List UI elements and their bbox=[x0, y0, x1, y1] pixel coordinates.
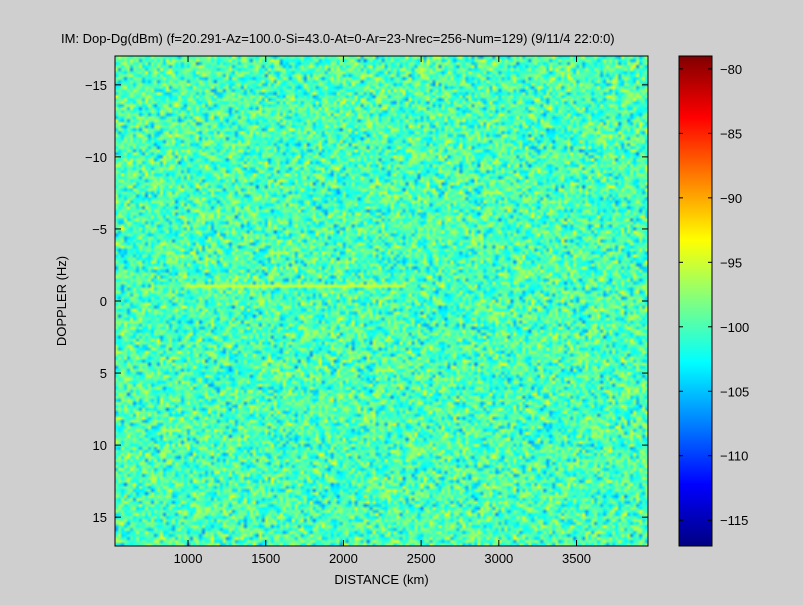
x-tick-label: 2500 bbox=[407, 551, 436, 566]
colorbar-tick-label: −95 bbox=[720, 255, 742, 270]
colorbar-tick-label: −100 bbox=[720, 320, 749, 335]
y-tick-label: 5 bbox=[100, 366, 107, 381]
y-tick-label: 15 bbox=[93, 510, 107, 525]
y-tick-label: 0 bbox=[100, 294, 107, 309]
colorbar: −80 −85 −90 −95 −100 −105 −110 −115 bbox=[678, 55, 749, 547]
y-axis-label: DOPPLER (Hz) bbox=[54, 256, 69, 346]
x-tick-label: 3500 bbox=[562, 551, 591, 566]
y-tick-label: 10 bbox=[93, 438, 107, 453]
x-tick-label: 3000 bbox=[484, 551, 513, 566]
y-tick-label: −5 bbox=[92, 222, 107, 237]
chart-title: IM: Dop-Dg(dBm) (f=20.291-Az=100.0-Si=43… bbox=[61, 31, 615, 46]
colorbar-tick-label: −80 bbox=[720, 62, 742, 77]
heatmap-image bbox=[115, 56, 648, 546]
y-tick-label: −10 bbox=[85, 150, 107, 165]
x-axis-label: DISTANCE (km) bbox=[334, 572, 428, 587]
y-tick-label: −15 bbox=[85, 78, 107, 93]
x-tick-label: 1500 bbox=[251, 551, 280, 566]
heatmap bbox=[115, 56, 648, 546]
colorbar-tick-label: −105 bbox=[720, 384, 749, 399]
x-tick-label: 2000 bbox=[329, 551, 358, 566]
colorbar-tick-label: −115 bbox=[720, 513, 748, 528]
colorbar-tick-label: −85 bbox=[720, 126, 742, 141]
colorbar-tick-label: −110 bbox=[720, 449, 748, 464]
colorbar-scale bbox=[678, 55, 713, 547]
x-tick-label: 1000 bbox=[174, 551, 203, 566]
colorbar-tick-label: −90 bbox=[720, 191, 742, 206]
